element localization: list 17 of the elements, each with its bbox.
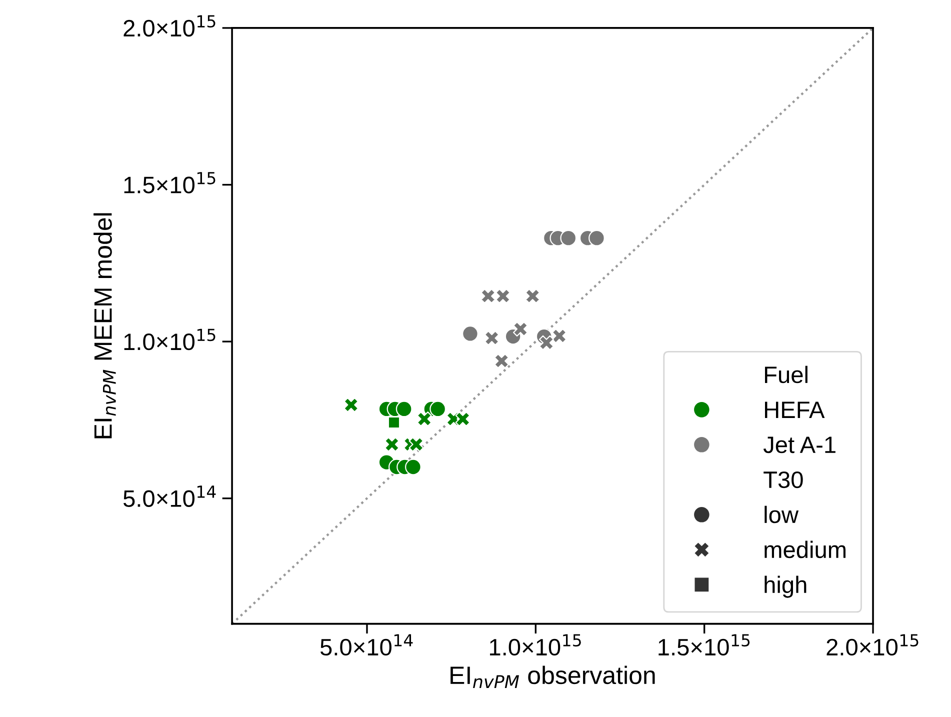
legend-label: Jet A-1 [763,436,836,454]
annotation: T30 [764,471,803,488]
legend-label: medium [764,540,846,558]
x-tick-label: 1.5×10$^{15}$ [658,634,750,656]
legend-title: Fuel [765,366,808,384]
legend-label: high [764,576,806,598]
x-tick-label: 1.0×10$^{15}$ [490,634,581,656]
x-axis-title: EI$_{nvPM}$ observation [450,666,655,688]
y-tick-label: 1.0×10$^{15}$ [124,328,216,350]
legend-label: low [764,506,799,524]
y-tick-label: 5.0×10$^{14}$ [123,486,216,507]
y-axis-title: EI$_{nvPM}$ MEEM model [94,213,116,438]
x-tick-label: 5.0×10$^{14}$ [320,634,413,656]
y-tick-label: 1.5×10$^{15}$ [124,172,216,194]
x-tick-label: 2.0×10$^{15}$ [826,634,918,656]
legend-label: HEFA [765,402,825,418]
y-tick-label: 2.0×10$^{15}$ [124,15,216,37]
